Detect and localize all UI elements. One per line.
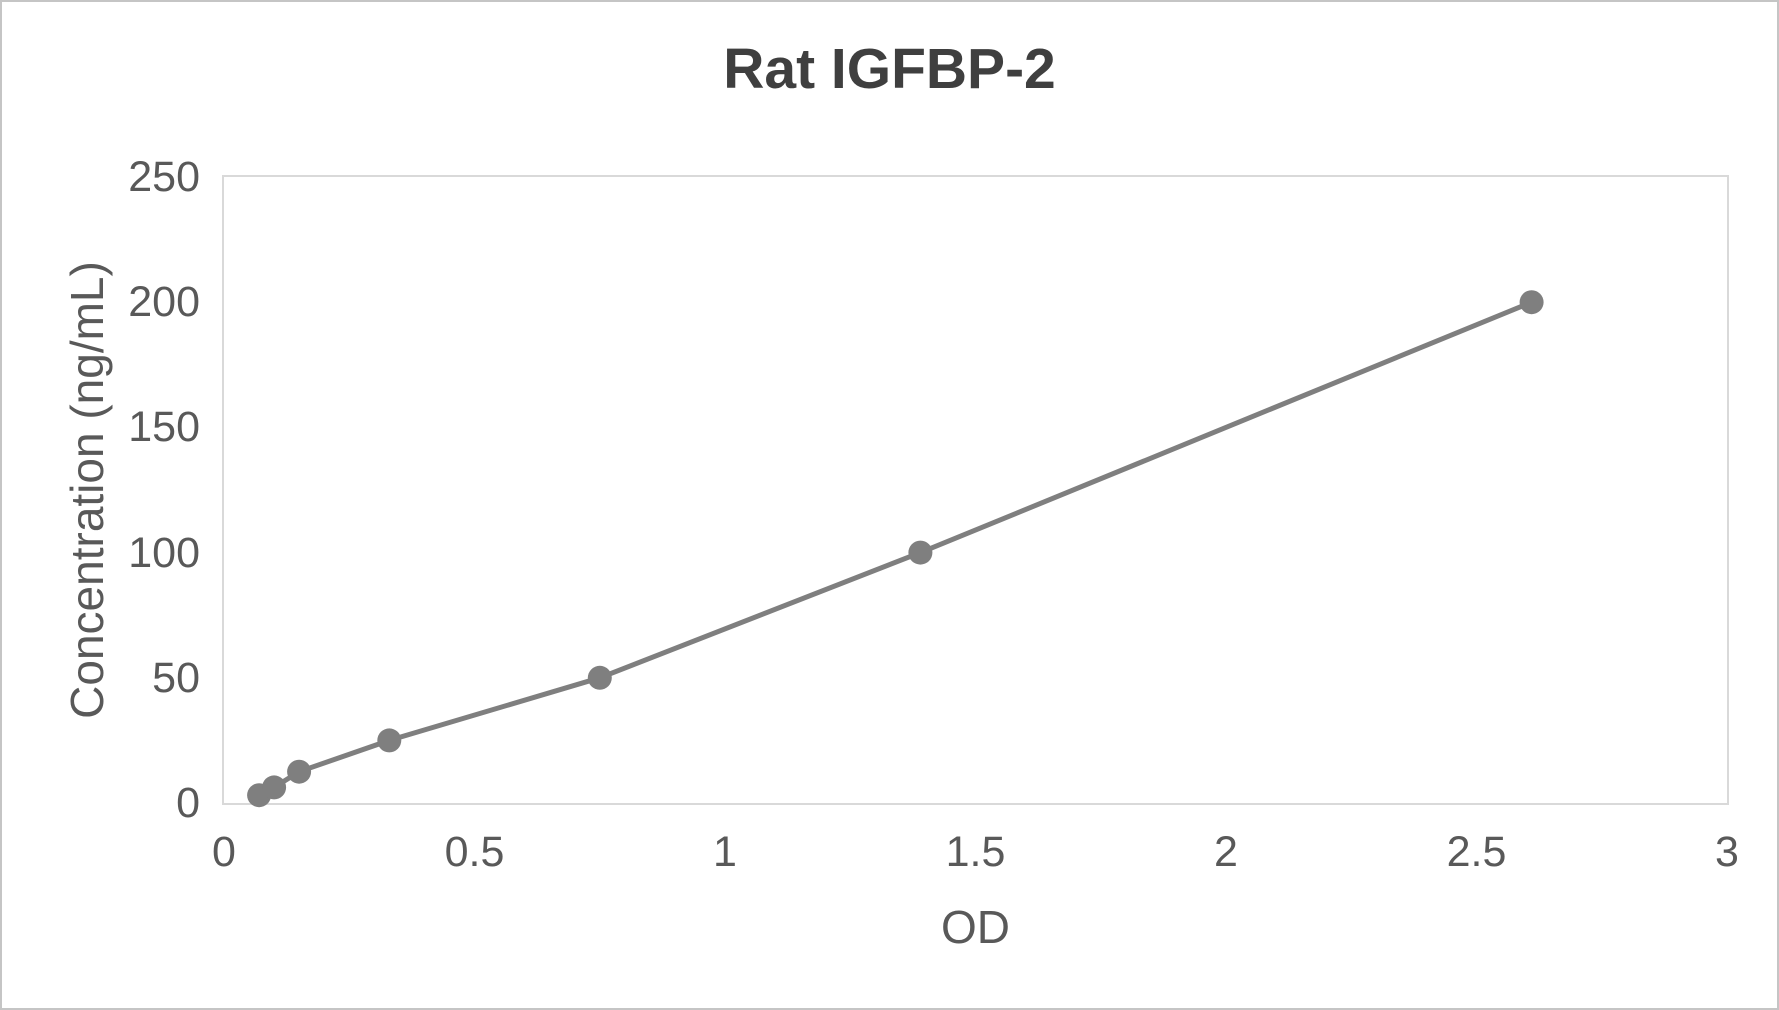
x-axis-title: OD xyxy=(941,901,1010,953)
y-tick-label: 250 xyxy=(128,153,200,201)
y-tick-label: 50 xyxy=(152,653,200,702)
x-tick-label: 1 xyxy=(713,828,737,876)
series-line xyxy=(256,299,1535,798)
data-point-marker xyxy=(1519,290,1544,315)
x-tick-label: 3 xyxy=(1715,828,1739,876)
x-tick-label: 1.5 xyxy=(945,828,1006,876)
data-point-marker xyxy=(287,759,312,784)
y-tick-label: 150 xyxy=(128,403,200,452)
data-point-marker xyxy=(908,540,933,565)
data-point-marker xyxy=(262,775,287,800)
standard-curve-series xyxy=(247,290,1544,808)
x-tick-label: 0.5 xyxy=(444,828,505,876)
data-point-marker xyxy=(587,665,612,690)
plot-area xyxy=(222,175,1729,808)
y-tick-label: 100 xyxy=(128,528,200,577)
x-tick-label: 0 xyxy=(212,828,236,876)
x-tick-label: 2.5 xyxy=(1446,828,1507,876)
y-axis-title: Concentration (ng/mL) xyxy=(61,261,113,719)
y-tick-label: 200 xyxy=(128,278,200,327)
y-tick-label: 0 xyxy=(176,779,200,827)
chart-title: Rat IGFBP-2 xyxy=(723,37,1056,101)
x-tick-label: 2 xyxy=(1214,828,1238,876)
data-point-marker xyxy=(377,728,402,753)
